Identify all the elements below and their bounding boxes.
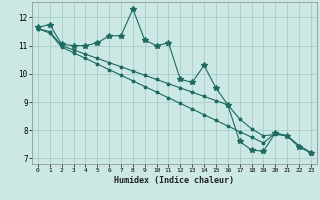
- X-axis label: Humidex (Indice chaleur): Humidex (Indice chaleur): [115, 176, 234, 185]
